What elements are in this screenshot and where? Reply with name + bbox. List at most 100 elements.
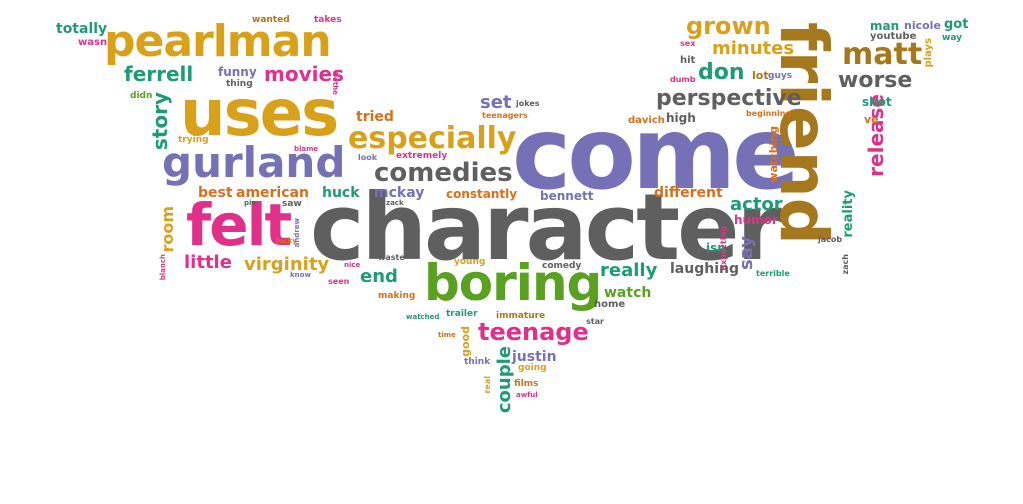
word-laughing: laughing bbox=[670, 261, 739, 277]
word-uses: uses bbox=[180, 77, 339, 151]
word-watched: watched bbox=[406, 313, 440, 321]
word-minutes: minutes bbox=[712, 38, 795, 59]
word-zach: zach bbox=[841, 254, 850, 275]
word-lot: lot bbox=[752, 69, 769, 82]
word-american: american bbox=[236, 185, 309, 201]
word-lucky: lucky bbox=[276, 237, 297, 245]
word-huck: huck bbox=[322, 185, 360, 201]
word-think: think bbox=[464, 357, 491, 367]
word-comedy: comedy bbox=[542, 261, 582, 271]
word-jokes: jokes bbox=[516, 99, 540, 108]
word-say: say bbox=[736, 236, 757, 271]
word-trying: trying bbox=[178, 135, 209, 145]
word-ferrell: ferrell bbox=[124, 62, 194, 86]
word-terrible: terrible bbox=[756, 269, 790, 278]
word-virginity: virginity bbox=[244, 254, 330, 275]
word-different: different bbox=[654, 185, 723, 201]
word-blanch: blanch bbox=[159, 254, 167, 281]
word-isn: isn bbox=[706, 241, 726, 255]
word-seen: seen bbox=[328, 277, 350, 286]
word-room: room bbox=[158, 206, 177, 253]
word-funny: funny bbox=[218, 65, 257, 79]
word-come: come bbox=[512, 95, 800, 212]
word-humor: humor bbox=[734, 213, 778, 227]
word-star: star bbox=[586, 317, 604, 326]
word-don: don bbox=[698, 60, 745, 85]
word-felt: felt bbox=[186, 191, 292, 259]
word-andrew: andrew bbox=[293, 218, 301, 248]
word-saw: saw bbox=[282, 199, 302, 209]
word-look: look bbox=[358, 153, 378, 162]
word-actor: actor bbox=[730, 194, 783, 215]
word-worse: worse bbox=[838, 68, 913, 93]
word-jacob: jacob bbox=[818, 235, 843, 244]
word-youtube: youtube bbox=[870, 31, 917, 42]
word-story: story bbox=[148, 92, 172, 151]
word-immature: immature bbox=[496, 311, 546, 321]
word-awful: awful bbox=[516, 391, 538, 399]
word-high: high bbox=[666, 111, 696, 125]
word-shot: shot bbox=[862, 95, 892, 109]
word-real: real bbox=[483, 376, 492, 394]
word-home: home bbox=[594, 299, 626, 310]
word-pie: pie bbox=[244, 199, 257, 207]
word-especially: especially bbox=[348, 121, 517, 156]
word-wasn: wasn bbox=[78, 37, 108, 48]
word-know: know bbox=[290, 271, 311, 279]
word-little: little bbox=[184, 252, 232, 273]
word-movies: movies bbox=[264, 62, 344, 86]
word-time: time bbox=[438, 331, 456, 339]
word-perspective: perspective bbox=[656, 86, 802, 111]
word-thing: thing bbox=[226, 79, 253, 89]
word-got: got bbox=[944, 17, 969, 32]
word-nice: nice bbox=[344, 261, 361, 269]
word-constantly: constantly bbox=[446, 187, 518, 201]
word-dumb: dumb bbox=[670, 75, 696, 84]
word-gurland: gurland bbox=[162, 138, 346, 187]
word-matt: matt bbox=[842, 37, 923, 72]
word-plays: plays bbox=[923, 38, 934, 68]
word-grown: grown bbox=[686, 12, 771, 40]
word-films: films bbox=[514, 379, 539, 389]
word-wanted: wanted bbox=[252, 15, 290, 25]
word-comedies: comedies bbox=[374, 158, 513, 188]
word-end: end bbox=[360, 266, 398, 287]
word-reality: reality bbox=[841, 190, 856, 238]
word-beginning: beginning bbox=[746, 109, 792, 118]
word-expecting: expecting bbox=[719, 226, 728, 271]
word-blame: blame bbox=[294, 145, 319, 153]
word-waste: waste bbox=[378, 253, 405, 262]
word-sex: sex bbox=[680, 39, 696, 48]
word-bothe: bothe bbox=[331, 72, 339, 95]
word-pearlman: pearlman bbox=[104, 16, 332, 67]
word-way: way bbox=[942, 33, 962, 43]
word-boring: boring bbox=[424, 254, 602, 312]
word-going: going bbox=[518, 363, 547, 373]
word-ve: ve bbox=[864, 113, 879, 126]
word-making: making bbox=[378, 291, 416, 301]
word-set: set bbox=[480, 92, 512, 113]
word-young: young bbox=[454, 257, 486, 267]
word-extremely: extremely bbox=[396, 151, 448, 161]
word-mckay: mckay bbox=[374, 185, 425, 201]
word-teenage: teenage bbox=[478, 318, 589, 346]
word-bennett: bennett bbox=[540, 189, 594, 203]
word-nicole: nicole bbox=[904, 19, 941, 32]
word-guys: guys bbox=[768, 71, 793, 81]
word-teenagers: teenagers bbox=[482, 111, 528, 120]
word-hit: hit bbox=[680, 55, 696, 66]
word-takes: takes bbox=[314, 15, 342, 25]
word-character: character bbox=[310, 174, 782, 281]
word-tried: tried bbox=[356, 109, 394, 125]
word-watch: watch bbox=[604, 285, 652, 301]
word-good: good bbox=[459, 326, 472, 357]
word-davich: davich bbox=[628, 115, 665, 126]
word-man: man bbox=[870, 19, 900, 33]
word-best: best bbox=[198, 185, 233, 201]
word-justin: justin bbox=[512, 349, 557, 365]
word-didn: didn bbox=[130, 91, 153, 101]
word-zack: zack bbox=[386, 199, 404, 207]
word-trailer: trailer bbox=[446, 309, 478, 319]
word-totally: totally bbox=[56, 21, 108, 37]
